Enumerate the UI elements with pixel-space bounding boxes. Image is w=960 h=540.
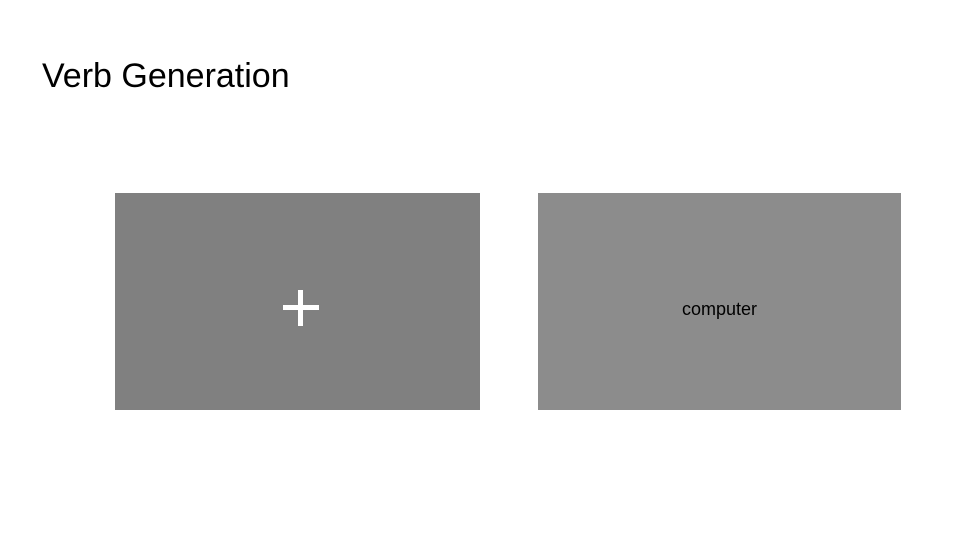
fixation-panel xyxy=(115,193,480,410)
slide-title: Verb Generation xyxy=(42,57,290,95)
stimulus-panel: computer xyxy=(538,193,901,410)
stimulus-word: computer xyxy=(681,299,758,319)
plus-icon-vertical-bar xyxy=(297,289,303,326)
plus-icon xyxy=(282,289,319,326)
